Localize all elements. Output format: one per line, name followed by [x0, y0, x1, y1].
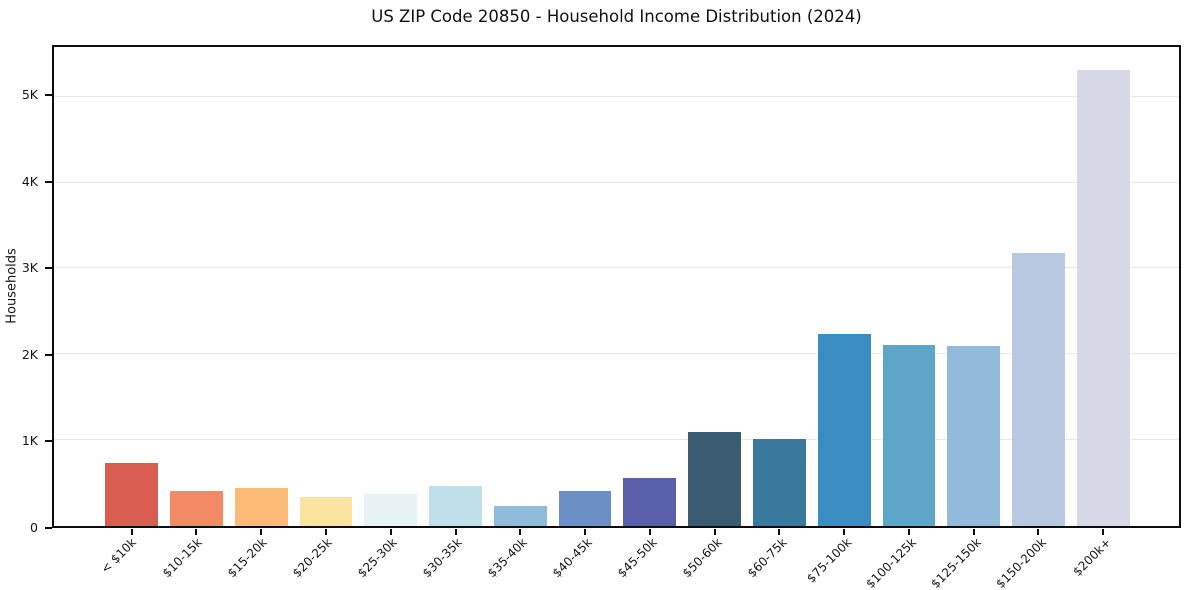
bar-slot [682, 47, 747, 535]
x-tick-mark [325, 529, 327, 535]
x-tick-label: $50-60k [679, 535, 725, 581]
bar-$50-60k [688, 431, 741, 526]
bar-$40-45k [558, 490, 612, 526]
x-tick-label: $125-150k [928, 535, 985, 590]
bar-slot [294, 47, 359, 535]
bar-$35-40k [493, 506, 547, 526]
gridline [54, 95, 1179, 97]
x-axis-labels: < $10k $10-15k $15-20k $20-25k $25-30k $30-35… [52, 535, 1181, 590]
x-tick-label: $200k+ [1070, 535, 1115, 579]
bar-slot [99, 47, 164, 535]
x-tick-mark [1102, 529, 1105, 535]
bar-$60-75k [752, 439, 806, 526]
x-tick-label: < $10k [98, 535, 140, 577]
y-tick-label: 3K [21, 260, 38, 276]
chart-title: US ZIP Code 20850 - Household Income Dis… [371, 7, 862, 26]
x-tick-label: $25-30k [354, 535, 400, 581]
bar-$10-15k [170, 490, 223, 526]
plot-area [52, 45, 1181, 535]
x-tick-label: $75-100k [803, 535, 855, 586]
x-tick-mark [584, 529, 587, 535]
x-tick-mark [972, 529, 975, 535]
y-tick-mark [45, 180, 52, 183]
bar-$150-200k [1012, 253, 1065, 526]
gridline [54, 353, 1179, 355]
bar-slot [1071, 47, 1136, 535]
bar-slot [1006, 47, 1071, 535]
gridline [54, 181, 1179, 183]
x-tick-label: $35-40k [484, 535, 530, 581]
x-tick-mark [519, 529, 522, 535]
x-tick-label: $45-50k [614, 535, 660, 581]
bar-$45-50k [623, 478, 677, 526]
x-tick-label: $40-45k [549, 535, 595, 581]
y-tick-label: 4K [21, 173, 38, 189]
x-tick-label: $60-75k [744, 535, 790, 581]
bar-slot [358, 47, 423, 535]
x-tick-mark [389, 529, 392, 535]
x-tick-label: $15-20k [224, 535, 270, 581]
y-tick-label: 5K [21, 87, 38, 103]
bar-slot [423, 47, 488, 535]
y-tick-mark [45, 527, 52, 529]
gridline [54, 267, 1179, 269]
bars-row [99, 47, 1136, 535]
bar-$125-150k [947, 345, 1001, 526]
x-tick-label: $20-25k [289, 535, 335, 581]
x-tick-label: $150-200k [993, 535, 1050, 590]
y-tick-label: 2K [21, 346, 38, 362]
bar-slot [812, 47, 877, 535]
bar-slot [229, 47, 294, 535]
bar-slot [617, 47, 682, 535]
x-tick-label: $10-15k [159, 535, 205, 581]
y-tick-label: 1K [21, 433, 38, 449]
bar-$20-25k [299, 496, 353, 526]
y-tick-mark [45, 353, 52, 356]
x-tick-mark [713, 529, 716, 535]
bar-< $10k [105, 463, 159, 526]
x-tick-mark [454, 529, 457, 535]
y-tick-mark [45, 440, 52, 443]
x-tick-mark [260, 529, 263, 535]
y-tick-label: 0 [30, 520, 38, 535]
y-axis: 0 1K 2K 3K 4K 5K [0, 45, 52, 534]
bar-slot [553, 47, 618, 535]
bar-$30-35k [429, 485, 482, 526]
bar-slot [164, 47, 229, 535]
y-tick-mark [45, 94, 52, 97]
x-tick-mark [648, 529, 651, 535]
bar-slot [747, 47, 812, 535]
bar-slot [941, 47, 1006, 535]
x-tick-label: $30-35k [419, 535, 465, 581]
x-tick-mark [843, 529, 846, 535]
bar-$25-30k [364, 493, 418, 526]
x-tick-mark [130, 529, 133, 535]
bar-$15-20k [234, 488, 288, 526]
bar-slot [877, 47, 942, 535]
x-tick-mark [195, 529, 198, 535]
x-tick-mark [1037, 529, 1040, 535]
x-tick-mark [907, 529, 910, 535]
bar-$200k+ [1076, 70, 1130, 526]
bar-slot [488, 47, 553, 535]
gridline [54, 439, 1179, 441]
y-tick-mark [45, 267, 52, 270]
x-tick-mark [778, 529, 781, 535]
x-tick-label: $100-125k [863, 535, 920, 590]
bar-$75-100k [817, 333, 871, 526]
bar-$100-125k [882, 344, 936, 526]
